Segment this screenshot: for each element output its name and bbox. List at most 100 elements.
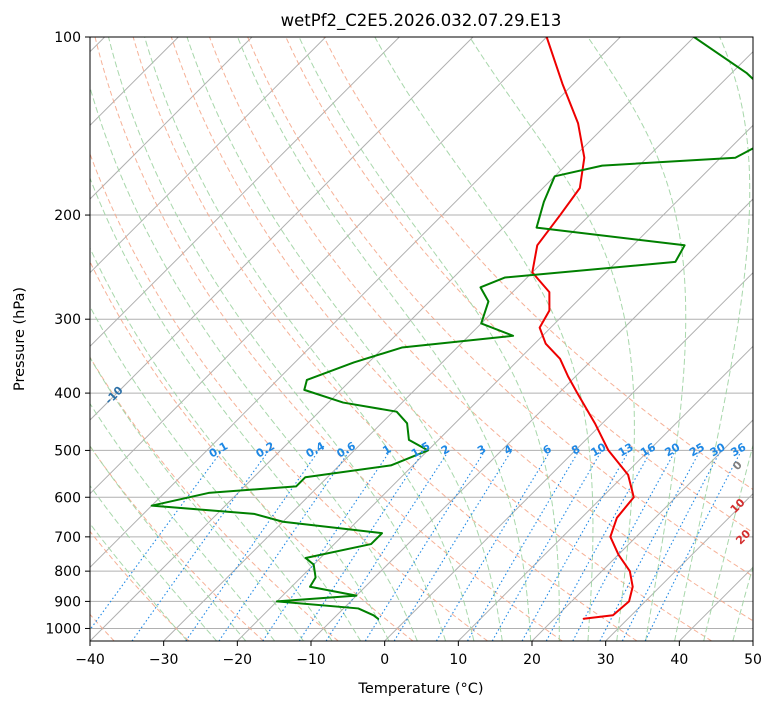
dry-adiabat-line: [323, 37, 753, 491]
moist-adiabat-line: [237, 37, 532, 641]
x-tick-label: 0: [380, 652, 389, 668]
y-tick-label: 900: [54, 594, 81, 610]
y-tick-label: 700: [54, 530, 81, 546]
isobar-gridlines: [90, 37, 753, 629]
moist-adiabat-line: [703, 443, 753, 641]
mixing-ratio-line: [521, 450, 630, 641]
y-tick-label: 1000: [45, 621, 81, 637]
mixing-ratio-label: 0.6: [335, 439, 359, 460]
sounding-curves: [150, 37, 753, 620]
moist-adiabat-line: [587, 37, 687, 641]
y-tick-label: 600: [54, 490, 81, 506]
y-axis-title: Pressure (hPa): [12, 287, 28, 391]
x-tick-label: −10: [296, 652, 326, 668]
x-tick-label: 10: [449, 652, 467, 668]
dry-adiabat-line: [90, 530, 190, 641]
moist-adiabat-line: [90, 484, 217, 641]
isotherm-lines: [90, 37, 753, 641]
mixing-ratio-label: 36: [729, 440, 749, 459]
mixing-ratio-label: 16: [638, 440, 658, 459]
mixing-ratio-label: 4: [502, 442, 515, 457]
isotherm-line: [752, 640, 753, 641]
isotherm-line: [605, 492, 753, 641]
x-tick-label: 20: [523, 652, 541, 668]
isotherm-line: [90, 37, 253, 200]
dry-adiabat-line: [90, 260, 414, 641]
moist-adiabat-line: [90, 522, 188, 641]
dry-adiabat-lines: [90, 37, 753, 641]
mixing-ratio-label: 30: [708, 440, 728, 459]
y-tick-label: 100: [54, 30, 81, 46]
isotherm-line: [90, 37, 474, 421]
mixing-ratio-line: [325, 450, 450, 641]
moist-adiabat-line: [732, 564, 753, 641]
moist-adiabat-line: [374, 37, 594, 641]
x-axis-ticks: −40 −30 −20 −10 0 10 20 30 40 50: [75, 641, 762, 668]
y-tick-label: 500: [54, 443, 81, 459]
moist-adiabat-line: [186, 37, 503, 641]
isotherm-line: [90, 37, 548, 495]
mixing-ratio-label: 0.4: [304, 439, 328, 460]
isotherm-line: [310, 198, 753, 641]
plot-frame: [89, 36, 754, 642]
isotherm-line: [90, 37, 400, 348]
mixing-ratio-label: 25: [687, 440, 707, 459]
x-tick-label: 30: [597, 652, 615, 668]
dry-adiabat-label: 20: [733, 527, 753, 547]
isotherm-line: [90, 37, 621, 569]
mixing-ratio-line: [491, 450, 603, 641]
isotherm-line: [90, 37, 695, 641]
dry-adiabat-line: [170, 37, 712, 641]
moist-adiabat-line: [108, 37, 447, 641]
isotherm-line: [90, 37, 327, 274]
mixing-ratio-line: [435, 450, 552, 641]
moist-adiabat-line: [90, 445, 247, 641]
mixing-ratio-line: [545, 450, 652, 641]
isotherm-line: [236, 124, 753, 641]
dry-adiabat-line: [132, 37, 638, 641]
mixing-ratio-line: [393, 450, 513, 641]
mixing-ratio-label: 13: [616, 440, 636, 459]
mixing-ratio-line: [90, 450, 223, 631]
x-tick-label: −20: [223, 652, 253, 668]
dry-adiabat-label: 10: [728, 496, 748, 516]
moist-adiabat-line: [90, 247, 362, 641]
moist-adiabat-line: [298, 37, 560, 641]
dry-adiabat-line: [285, 37, 753, 534]
moist-adiabat-line: [90, 176, 390, 641]
dewpoint-curve: [150, 37, 753, 620]
mixing-ratio-line: [572, 450, 677, 641]
mixing-ratio-label: 6: [541, 442, 554, 457]
y-tick-label: 300: [54, 312, 81, 328]
y-tick-label: 800: [54, 564, 81, 580]
mixing-ratio-label: 20: [662, 440, 682, 459]
x-tick-label: 40: [670, 652, 688, 668]
moist-adiabat-lines: [90, 37, 753, 641]
mixing-ratio-label: 0.1: [207, 439, 230, 460]
mixing-ratio-line: [364, 450, 486, 641]
dry-adiabat-line: [209, 37, 753, 622]
x-axis-title: Temperature (°C): [357, 681, 483, 697]
x-tick-label: −30: [149, 652, 179, 668]
temperature-curve: [531, 37, 635, 620]
dry-adiabat-label: 30: [750, 558, 770, 578]
moist-adiabat-line: [90, 356, 304, 641]
mixing-ratio-lines: [90, 450, 742, 641]
mixing-ratio-line: [218, 450, 351, 641]
moist-adiabat-line: [90, 402, 276, 641]
dry-adiabat-label: 40: [764, 584, 775, 604]
x-tick-label: −40: [75, 652, 105, 668]
isotherm-line: [384, 271, 753, 641]
dry-adiabat-line: [94, 37, 563, 641]
y-axis-ticks: 100 200 300 400 500 600 700 800 900 1000: [45, 30, 90, 637]
mixing-ratio-line: [131, 450, 270, 641]
mixing-ratio-line: [467, 450, 580, 641]
dry-adiabat-label: 0: [730, 458, 745, 473]
dry-adiabat-line: [90, 356, 339, 641]
dry-adiabat-line: [90, 152, 488, 641]
moist-adiabat-line: [469, 37, 635, 641]
moist-adiabat-line: [90, 85, 418, 641]
mixing-ratio-line: [262, 450, 391, 641]
moist-adiabat-line: [674, 37, 751, 641]
